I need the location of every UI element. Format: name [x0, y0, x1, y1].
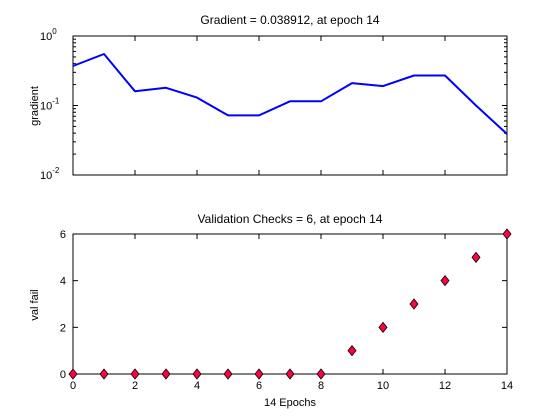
validation-x-tick-label: 8 — [318, 380, 324, 392]
gradient-title: Gradient = 0.038912, at epoch 14 — [200, 13, 379, 27]
validation-y-tick-label: 0 — [60, 369, 66, 381]
validation-x-tick-label: 2 — [132, 380, 138, 392]
validation-point — [285, 368, 295, 380]
validation-ylabel: val fail — [29, 289, 41, 320]
validation-x-tick-label: 10 — [377, 380, 389, 392]
validation-y-tick-label: 6 — [60, 229, 66, 241]
gradient-y-tick-label: 100 — [40, 27, 57, 43]
validation-title: Validation Checks = 6, at epoch 14 — [198, 212, 383, 226]
validation-x-tick-label: 0 — [70, 380, 76, 392]
validation-point — [192, 368, 202, 380]
validation-point — [316, 368, 326, 380]
validation-point — [471, 251, 481, 263]
validation-point — [378, 321, 388, 333]
validation-point — [99, 368, 109, 380]
gradient-y-tick-label: 10-1 — [40, 97, 60, 113]
validation-point — [130, 368, 140, 380]
validation-point — [254, 368, 264, 380]
validation-x-tick-label: 4 — [194, 380, 200, 392]
gradient-series-line — [72, 53, 508, 135]
validation-y-tick-label: 4 — [60, 276, 66, 288]
validation-y-tick-label: 2 — [60, 322, 66, 334]
validation-point — [440, 275, 450, 287]
validation-point — [161, 368, 171, 380]
validation-x-tick-label: 6 — [256, 380, 262, 392]
validation-x-tick-label: 14 — [501, 380, 513, 392]
gradient-plot-area: 10-2 10-1 100 — [40, 27, 508, 182]
validation-point — [409, 298, 419, 310]
gradient-subplot: Gradient = 0.038912, at epoch 14 10-210-… — [29, 13, 508, 182]
validation-subplot: Validation Checks = 6, at epoch 14 0 2 4 6 8… — [29, 212, 513, 409]
gradient-y-tick-label: 10-2 — [40, 166, 60, 182]
validation-point — [502, 228, 512, 240]
gradient-ylabel: gradient — [29, 86, 41, 126]
validation-x-tick-label: 12 — [439, 380, 451, 392]
validation-point — [223, 368, 233, 380]
validation-point — [347, 345, 357, 357]
validation-plot-area: 0 2 4 6 8 10 12 14 0 2 4 6 — [60, 228, 513, 392]
validation-point — [68, 368, 78, 380]
validation-xlabel: 14 Epochs — [264, 397, 316, 409]
